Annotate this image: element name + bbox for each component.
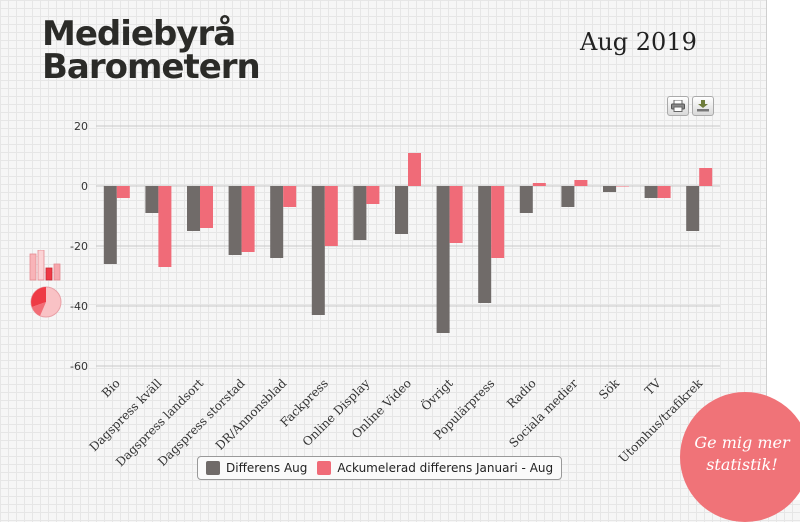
period-label: Aug 2019	[580, 28, 697, 56]
legend-item-series-1[interactable]: Differens Aug	[206, 461, 307, 475]
bar-series-1[interactable]	[311, 186, 325, 315]
x-category-label: TV	[642, 376, 664, 398]
bar-series-1[interactable]	[603, 186, 616, 192]
cta-line-2: statistik!	[706, 455, 778, 474]
bar-series-1[interactable]	[395, 186, 408, 234]
bar-chart-type-icon[interactable]	[29, 249, 61, 281]
bar-series-1[interactable]	[353, 186, 367, 240]
bar-series-1[interactable]	[561, 186, 575, 207]
bar-series-2[interactable]	[200, 186, 213, 228]
x-category-label: Radio	[504, 376, 539, 411]
bar-series-2[interactable]	[574, 180, 588, 186]
printer-icon	[671, 100, 685, 112]
bar-series-2[interactable]	[241, 186, 255, 252]
brand-line-1: Mediebyrå	[42, 14, 236, 54]
x-category-label: Sök	[596, 376, 622, 402]
bar-series-2[interactable]	[532, 183, 546, 186]
bar-series-2[interactable]	[616, 186, 629, 187]
print-button[interactable]	[667, 96, 689, 116]
cta-text: Ge mig mer statistik!	[692, 432, 792, 476]
download-icon	[697, 100, 709, 112]
chart-switcher	[29, 249, 62, 318]
brand-line-2: Barometern	[42, 47, 261, 87]
pie-chart-type-icon[interactable]	[30, 286, 62, 318]
y-tick-label: 20	[74, 120, 88, 133]
bar-series-1[interactable]	[519, 186, 533, 213]
bar-series-2[interactable]	[283, 186, 297, 207]
legend-item-series-2[interactable]: Ackumelerad differens Januari - Aug	[317, 461, 553, 475]
bar-series-1[interactable]	[228, 186, 242, 255]
bar-series-2[interactable]	[408, 153, 421, 186]
chart-legend: Differens Aug Ackumelerad differens Janu…	[197, 456, 563, 480]
legend-swatch-series-2	[317, 461, 332, 475]
bar-series-2[interactable]	[449, 186, 463, 243]
bar-series-1[interactable]	[436, 186, 450, 333]
bar-series-1[interactable]	[145, 186, 159, 213]
bar-series-2[interactable]	[699, 168, 713, 186]
bar-series-2[interactable]	[366, 186, 380, 204]
legend-label-series-2: Ackumelerad differens Januari - Aug	[337, 461, 554, 475]
bar-series-1[interactable]	[187, 186, 200, 231]
bar-series-1[interactable]	[644, 186, 658, 198]
chart-type-icons	[28, 249, 64, 325]
y-tick-label: -40	[70, 300, 88, 313]
bar-series-2[interactable]	[116, 186, 130, 198]
legend-swatch-series-1	[206, 461, 220, 475]
bar-series-2[interactable]	[657, 186, 671, 198]
more-statistics-button[interactable]: Ge mig mer statistik!	[680, 392, 800, 522]
bar-series-1[interactable]	[103, 186, 117, 264]
brand-logo: Mediebyrå Barometern	[42, 14, 261, 87]
bar-series-1[interactable]	[686, 186, 700, 231]
legend-label-series-1: Differens Aug	[226, 461, 308, 475]
bar-series-2[interactable]	[491, 186, 505, 258]
x-category-label: DR/Annonsblad	[213, 376, 290, 453]
bar-series-2[interactable]	[158, 186, 172, 267]
y-tick-label: -20	[70, 240, 88, 253]
x-category-label: Bio	[99, 376, 123, 400]
bar-series-2[interactable]	[324, 186, 338, 246]
download-button[interactable]	[692, 96, 714, 116]
bar-series-1[interactable]	[478, 186, 492, 303]
y-tick-label: 0	[81, 180, 88, 193]
bar-series-1[interactable]	[270, 186, 284, 258]
cta-line-1: Ge mig mer	[694, 433, 790, 452]
y-tick-label: -60	[70, 360, 88, 373]
x-category-label: Dagspress kväll	[87, 376, 165, 454]
x-category-label: Övrigt	[417, 375, 456, 414]
